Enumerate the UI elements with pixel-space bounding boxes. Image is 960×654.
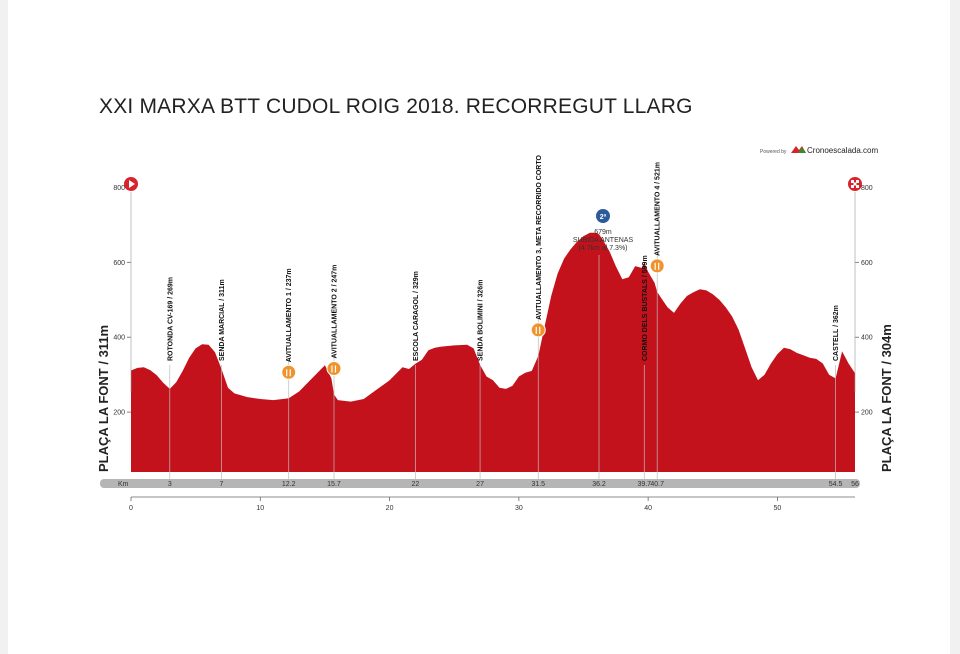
feed-zone-icon [649,258,665,274]
y-tick-label-left: 400 [113,335,125,342]
credit-brand[interactable]: Cronoescalada.com [807,146,878,155]
x-tick-label: 10 [256,505,264,512]
feed-zone-icon [281,364,297,380]
y-tick-label-right: 400 [861,335,873,342]
y-tick-label-left: 600 [113,260,125,267]
km-strip-value: 39.7 [637,481,651,488]
checkpoint-label: SENDA BOLIMINI / 326m [478,280,485,361]
y-tick-label-right: 200 [861,410,873,417]
km-strip-value: 15.7 [327,481,341,488]
start-flag-icon [124,177,138,392]
checkpoint-label: SENDA MARCIAL / 311m [219,279,226,361]
checkpoint-label: AVITUALLAMENTO 3, META RECORRIDO CORTO [536,154,543,319]
x-tick-label: 30 [515,505,523,512]
feed-zone-icon [326,360,342,376]
start-location-label: PLAÇA LA FONT / 311m [96,325,111,472]
km-strip-value: 22 [412,481,420,488]
cutlery-icon [331,365,337,373]
finish-flag-icon [848,177,862,392]
km-strip-value: 40.7 [650,481,664,488]
summit-elevation: 679m [594,229,612,236]
summit-category: 2ª [600,214,607,221]
km-strip-value: 56 [851,481,859,488]
checkpoint-label: ROTONDA CV-169 / 269m [167,277,174,361]
checkpoint-label: CORMO DELS BUSTALS / 599m [642,255,649,361]
km-strip-value: 31.5 [531,481,545,488]
km-strip-value: 12.2 [282,481,296,488]
checkpoint-label: ESCOLA CARAGOL / 329m [413,271,420,361]
checkpoint-label: AVITUALLAMENTO 1 / 237m [286,268,293,362]
km-strip-value: 27 [476,481,484,488]
y-tick-label-left: 800 [113,185,125,192]
x-axis: 0 10 20 30 40 50 [129,497,781,512]
page-title: XXI MARXA BTT CUDOL ROIG 2018. RECORREGU… [99,95,693,118]
km-strip-value: 36.2 [592,481,606,488]
y-tick-label-left: 200 [113,410,125,417]
checkpoint-markers: ROTONDA CV-169 / 269m SENDA MARCIAL / 311… [167,154,840,479]
summit-name: SUBIDA ANTENAS [573,237,634,244]
checkpoint-label: AVITUALLAMENTO 2 / 247m [331,265,338,359]
y-tick-label-right: 800 [861,185,873,192]
x-tick-label: 40 [644,505,652,512]
finish-location-label: PLAÇA LA FONT / 304m [879,324,894,472]
km-strip-value: 54.5 [829,481,843,488]
cutlery-icon [654,262,660,270]
km-strip-value: 3 [168,481,172,488]
y-tick-label-right: 600 [861,260,873,267]
credit-prefix: Powered by [760,149,787,155]
summit-badge-icon: 2ª [596,209,610,223]
checkpoint-label: CASTELL / 362m [833,305,840,361]
x-tick-label: 50 [774,505,782,512]
cutlery-icon [286,369,291,377]
feed-zone-icon [530,322,546,338]
km-strip-value: 7 [220,481,224,488]
summit-detail: (4.7km al 7.3%) [578,245,627,252]
x-tick-label: 0 [129,505,133,512]
km-strip [100,479,860,488]
km-strip-label: Km [118,481,129,488]
cutlery-icon [535,326,541,334]
x-tick-label: 20 [386,505,394,512]
km-strip-values: 3 7 12.2 15.7 22 27 31.5 36.2 39.7 40.7 54.5 56 [168,481,859,488]
elevation-area [131,232,855,472]
checkpoint-label: AVITUALLAMENTO 4 / 521m [655,162,662,256]
